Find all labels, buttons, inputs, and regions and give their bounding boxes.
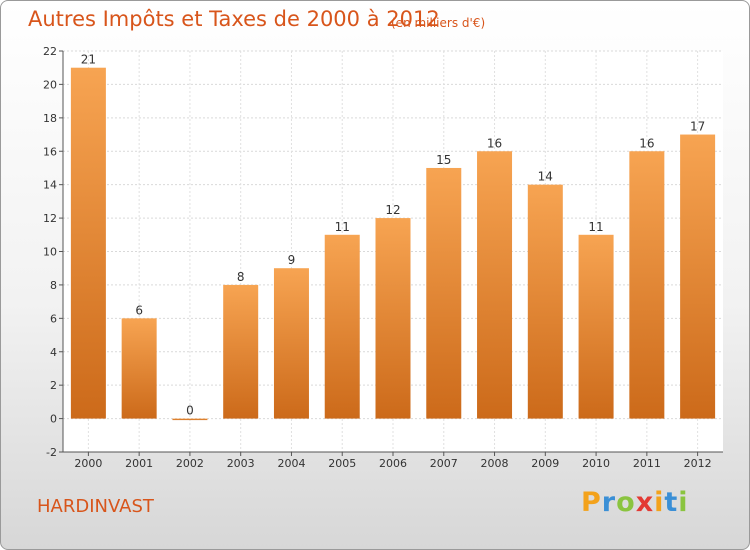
data-label: 8 [237,270,245,284]
bar [680,134,716,419]
commune-name: HARDINVAST [37,496,154,517]
x-tick-label: 2003 [227,457,255,470]
data-label: 0 [186,404,194,418]
chart-title: Autres Impôts et Taxes de 2000 à 2012 [28,7,440,31]
y-tick-label: 0 [50,413,57,426]
y-tick-label: 20 [43,78,57,91]
x-tick-label: 2008 [481,457,509,470]
data-label: 16 [639,136,654,150]
y-tick-label: -2 [46,446,57,459]
x-tick-label: 2002 [176,457,204,470]
proxiti-logo: Proxiti [581,487,689,518]
x-tick-label: 2000 [74,457,102,470]
data-label: 6 [135,303,143,317]
bar [629,151,665,419]
y-tick-label: 16 [43,145,57,158]
x-tick-label: 2004 [277,457,305,470]
y-tick-label: 6 [50,312,57,325]
bar [375,218,411,419]
x-tick-label: 2009 [531,457,559,470]
y-tick-label: 8 [50,279,57,292]
x-tick-label: 2001 [125,457,153,470]
bar [527,184,563,419]
bar [324,234,360,419]
data-label: 11 [335,220,350,234]
data-label: 9 [288,253,296,267]
data-label: 15 [436,153,451,167]
data-label: 16 [487,136,502,150]
bar [426,167,462,419]
data-label: 17 [690,120,705,134]
data-label: 12 [385,203,400,217]
y-tick-label: 12 [43,212,57,225]
y-tick-label: 22 [43,45,57,58]
x-tick-label: 2012 [684,457,712,470]
y-tick-label: 2 [50,379,57,392]
bar [273,268,309,419]
data-label: 14 [538,170,553,184]
chart-subtitle: (en milliers d'€) [391,16,486,30]
bar [70,67,106,419]
bar [578,234,614,419]
y-tick-label: 14 [43,179,57,192]
y-tick-label: 18 [43,112,57,125]
x-tick-label: 2005 [328,457,356,470]
data-label: 21 [81,53,96,67]
x-tick-label: 2010 [582,457,610,470]
bar [477,151,513,419]
bar [121,318,157,419]
x-tick-label: 2007 [430,457,458,470]
bar [223,284,259,419]
data-label: 11 [588,220,603,234]
y-tick-label: 4 [50,346,57,359]
y-tick-label: 10 [43,246,57,259]
x-tick-label: 2011 [633,457,661,470]
x-tick-label: 2006 [379,457,407,470]
bar [172,418,208,421]
